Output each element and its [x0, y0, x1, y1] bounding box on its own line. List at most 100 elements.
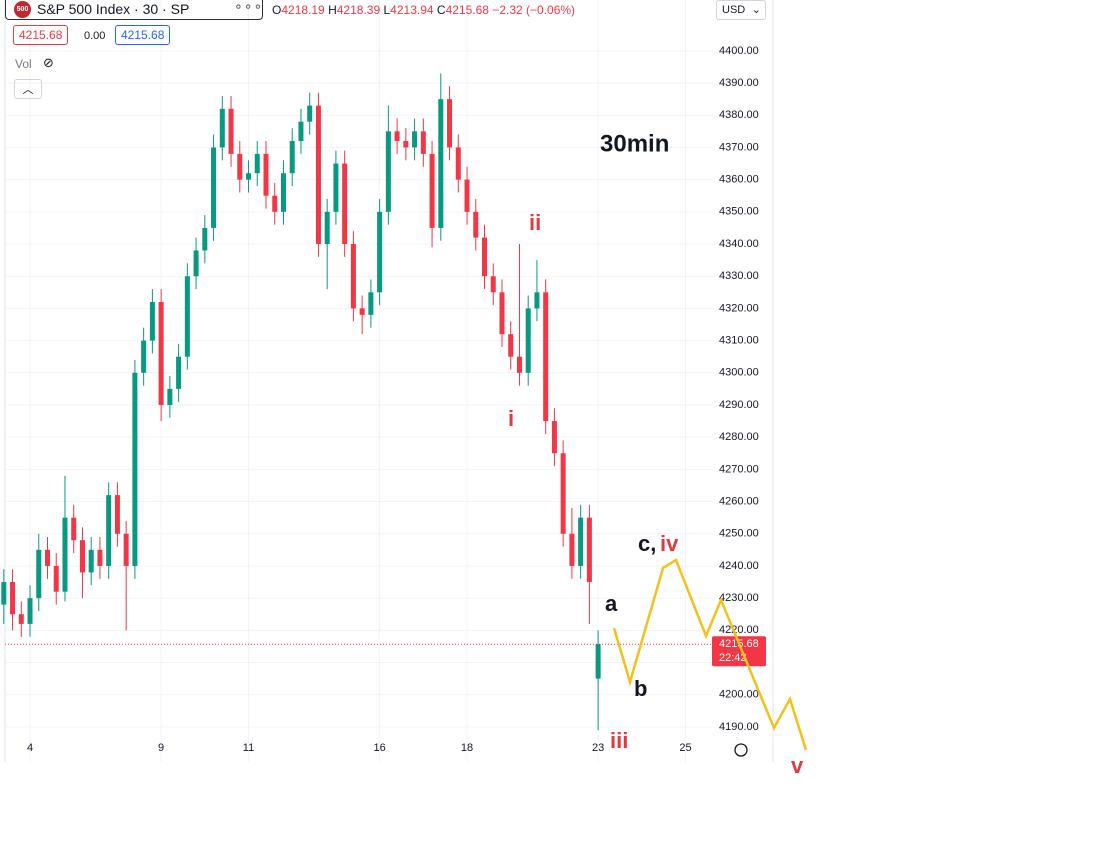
- candle-body: [315, 105, 321, 245]
- settings-icon[interactable]: [734, 743, 748, 757]
- currency[interactable]: USD ⌄: [716, 0, 766, 20]
- value: 4218.39: [336, 3, 381, 17]
- y-tick-label: 4290.00: [719, 399, 759, 411]
- candle-body: [438, 99, 444, 228]
- y-tick-label: 4340.00: [719, 238, 759, 250]
- candle-body: [298, 121, 304, 142]
- y-tick-label: 4380.00: [719, 109, 759, 121]
- countdown: 22:42: [719, 652, 747, 664]
- ask[interactable]: 4215.68: [115, 25, 171, 45]
- candle-body: [412, 131, 418, 148]
- candle-body: [237, 153, 243, 180]
- candle-body: [342, 163, 348, 245]
- y-tick-label: 4390.00: [719, 77, 759, 89]
- candle-body: [377, 211, 383, 293]
- candle-body: [333, 163, 339, 212]
- candle-body: [508, 334, 514, 357]
- candle-body: [551, 421, 557, 454]
- candle-body: [490, 276, 496, 293]
- candle-body: [324, 211, 330, 245]
- annotation: iv: [660, 531, 679, 556]
- y-tick-label: 4220.00: [719, 624, 759, 636]
- volume-label: Vol: [15, 57, 32, 71]
- y-tick-label: 4310.00: [719, 335, 759, 347]
- candle-body: [149, 301, 155, 341]
- ohlc: O4218.19 H4218.39 L4213.94 C4215.68 −2.3…: [272, 3, 575, 17]
- candle-body: [525, 308, 531, 373]
- candle-body: [464, 179, 470, 212]
- label: L: [383, 3, 391, 17]
- candle-body: [569, 533, 575, 566]
- logo: 500: [14, 1, 31, 18]
- currency-label: USD: [722, 4, 746, 16]
- candle-body: [280, 173, 286, 212]
- candle-body: [499, 292, 505, 335]
- collapse-button[interactable]: ︿: [14, 79, 42, 99]
- y-tick-label: 4350.00: [719, 206, 759, 218]
- candle-body: [123, 533, 129, 566]
- y-tick-label: 4280.00: [719, 431, 759, 443]
- y-tick-label: 4230.00: [719, 592, 759, 604]
- candle-body: [578, 517, 584, 566]
- candle-body: [385, 131, 391, 212]
- y-tick-label: 4320.00: [719, 302, 759, 314]
- candle-body: [53, 565, 59, 592]
- candle-body: [88, 549, 94, 573]
- candle-body: [10, 582, 16, 615]
- label: C: [436, 3, 446, 17]
- candle-body: [272, 195, 278, 212]
- candle-body: [176, 356, 182, 389]
- change: −2.32 (−0.06%): [492, 3, 576, 17]
- more-icon[interactable]: ∘∘∘: [234, 0, 264, 14]
- symbol-box[interactable]: 500 S&P 500 Index · 30 · SP ∘∘∘: [5, 0, 263, 20]
- hide-icon[interactable]: ⊘: [43, 55, 54, 70]
- candle-body: [167, 388, 173, 405]
- candle-body: [394, 131, 400, 142]
- x-tick-label: 23: [592, 742, 604, 754]
- x-tick-label: 25: [679, 742, 691, 754]
- x-tick-label: 4: [27, 742, 33, 754]
- candle-body: [534, 292, 540, 309]
- candle-body: [97, 549, 103, 566]
- candle-body: [219, 108, 225, 148]
- candle-body: [27, 598, 33, 624]
- spread: 0.00: [84, 30, 106, 42]
- bid[interactable]: 4215.68: [13, 25, 69, 45]
- candle-body: [482, 237, 487, 277]
- candle-body: [307, 105, 313, 122]
- annotation: v: [791, 753, 804, 778]
- candle-body: [71, 517, 77, 541]
- candle-body: [114, 495, 120, 534]
- y-tick-label: 4250.00: [719, 528, 759, 540]
- annotation: 30min: [600, 130, 669, 157]
- candle-body: [420, 131, 426, 154]
- y-tick-label: 4330.00: [719, 270, 759, 282]
- candle-body: [516, 356, 522, 373]
- label: H: [328, 3, 337, 17]
- candle-body: [350, 244, 356, 309]
- value: 4215.68: [445, 3, 489, 17]
- value: 4218.19: [281, 3, 325, 17]
- candle-body: [403, 141, 409, 148]
- y-tick-label: 4270.00: [719, 463, 759, 475]
- candle-body: [289, 141, 295, 174]
- candle-body: [368, 292, 374, 315]
- candle-body: [158, 301, 164, 405]
- annotation: ii: [529, 210, 541, 235]
- candle-body: [455, 147, 461, 180]
- y-tick-label: 4370.00: [719, 141, 759, 153]
- candle-body: [141, 340, 147, 373]
- x-tick-label: 11: [243, 742, 254, 754]
- annotation: b: [634, 676, 647, 701]
- candle-body: [543, 292, 549, 422]
- y-tick-label: 4360.00: [719, 174, 759, 186]
- candle-body: [18, 614, 24, 624]
- candle-body: [447, 99, 453, 148]
- candle-body: [429, 153, 435, 228]
- candle-body: [193, 250, 199, 277]
- candle-body: [359, 308, 365, 315]
- y-tick-label: 4400.00: [719, 45, 759, 57]
- candle-body: [202, 227, 208, 251]
- y-tick-label: 4240.00: [719, 560, 759, 572]
